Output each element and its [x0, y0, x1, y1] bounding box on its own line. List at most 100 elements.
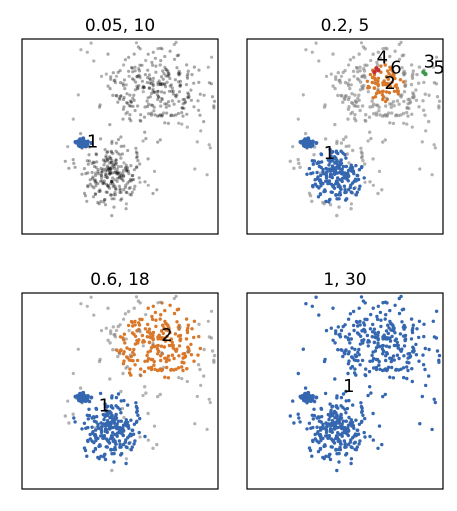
- point-cluster-1: [113, 432, 117, 437]
- point-cluster-1: [132, 442, 136, 446]
- point-noise: [154, 64, 158, 68]
- point-cluster-1: [291, 399, 295, 403]
- point-noise: [128, 192, 132, 197]
- point-noise: [162, 72, 166, 76]
- point-cluster-1: [337, 421, 342, 425]
- point-cluster-2: [184, 337, 189, 341]
- point-noise: [336, 71, 340, 75]
- point-cluster-1: [359, 401, 363, 405]
- point-cluster-1: [334, 149, 339, 153]
- point-cluster-2: [151, 304, 155, 308]
- point-noise: [112, 163, 116, 167]
- point-cluster-1: [143, 434, 147, 439]
- point-noise: [162, 82, 166, 86]
- point-noise: [104, 155, 108, 160]
- point-noise: [91, 160, 96, 164]
- point-noise: [134, 146, 138, 150]
- point-noise: [430, 173, 434, 177]
- point-noise: [333, 122, 337, 127]
- point-cluster-1: [403, 338, 407, 343]
- point-cluster-1: [127, 441, 131, 445]
- point-noise: [392, 104, 396, 108]
- point-cluster-1: [99, 421, 103, 425]
- point-noise: [89, 41, 93, 45]
- point-noise: [156, 95, 160, 99]
- point-noise: [120, 152, 124, 156]
- point-noise: [162, 365, 166, 369]
- point-noise: [304, 48, 308, 52]
- point-noise: [196, 99, 200, 103]
- point-noise: [377, 169, 382, 173]
- point-noise: [126, 148, 130, 153]
- point-noise: [102, 167, 106, 171]
- point-cluster-1: [324, 421, 328, 425]
- point-cluster-2: [159, 344, 164, 348]
- point-noise: [109, 160, 113, 164]
- point-cluster-2: [145, 330, 150, 334]
- point-cluster-2: [165, 356, 169, 361]
- point-noise: [98, 189, 102, 193]
- point-cluster-1: [343, 442, 347, 447]
- point-cluster-1: [338, 178, 342, 182]
- point-noise: [359, 41, 364, 45]
- point-cluster-2: [129, 358, 133, 363]
- point-noise: [157, 114, 161, 118]
- point-noise: [298, 165, 302, 169]
- panel-0-labels: 1: [87, 131, 98, 152]
- point-cluster-1: [355, 190, 359, 194]
- point-noise: [109, 167, 113, 171]
- point-noise: [328, 203, 333, 207]
- point-noise: [323, 137, 328, 141]
- point-cluster-1: [348, 185, 352, 190]
- point-cluster-1: [384, 358, 388, 363]
- point-cluster-2: [154, 318, 158, 322]
- point-noise: [88, 178, 92, 182]
- point-cluster-1: [318, 192, 323, 197]
- point-noise: [114, 158, 118, 162]
- point-cluster-1: [403, 325, 407, 329]
- point-cluster-1: [319, 184, 323, 188]
- point-noise: [109, 171, 113, 175]
- point-noise: [141, 84, 145, 88]
- point-noise: [99, 166, 103, 170]
- point-noise: [137, 67, 141, 71]
- point-noise: [132, 177, 136, 182]
- point-noise: [137, 73, 141, 77]
- point-cluster-2: [168, 303, 172, 307]
- point-noise: [122, 95, 126, 100]
- point-cluster-1: [344, 453, 348, 457]
- point-noise: [120, 197, 124, 201]
- point-cluster-1: [330, 430, 334, 434]
- point-noise: [370, 99, 374, 103]
- point-noise: [86, 171, 90, 175]
- point-cluster-2: [156, 352, 160, 356]
- point-noise: [128, 113, 132, 117]
- point-noise: [95, 160, 99, 164]
- point-cluster-1: [354, 193, 358, 197]
- point-cluster-2: [165, 365, 169, 370]
- point-cluster-1: [350, 346, 354, 350]
- point-cluster-1: [134, 401, 138, 405]
- point-noise: [212, 104, 216, 108]
- point-noise: [212, 106, 216, 110]
- point-cluster-2: [384, 75, 389, 79]
- point-noise: [140, 79, 144, 83]
- point-cluster-1: [333, 377, 337, 381]
- point-noise: [158, 63, 162, 67]
- point-noise: [128, 185, 132, 190]
- point-noise: [369, 136, 373, 141]
- panel-0-frame: [21, 38, 219, 235]
- point-noise: [136, 45, 140, 49]
- cluster-label-6: 6: [390, 57, 401, 78]
- point-noise: [94, 180, 98, 184]
- point-noise: [145, 105, 150, 109]
- point-cluster-1: [292, 421, 296, 425]
- point-noise: [115, 167, 119, 171]
- point-cluster-1: [330, 164, 335, 168]
- point-noise: [115, 172, 119, 176]
- point-cluster-1: [338, 432, 342, 437]
- point-noise: [166, 121, 170, 125]
- point-noise: [163, 65, 167, 69]
- point-cluster-2: [118, 335, 123, 339]
- point-cluster-2: [132, 347, 136, 352]
